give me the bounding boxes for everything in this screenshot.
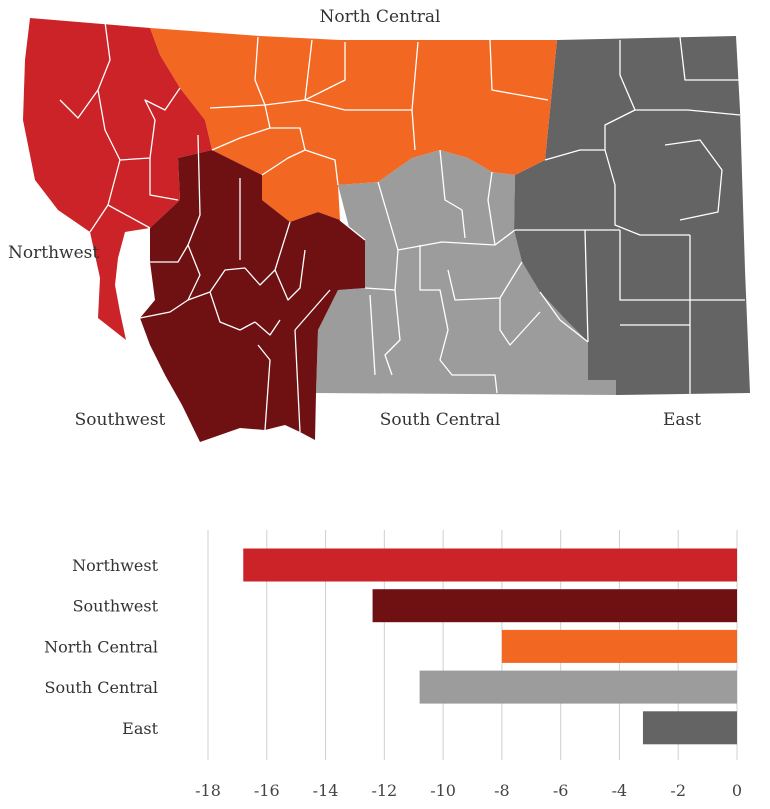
x-tick-label: -6 <box>553 781 569 800</box>
x-tick-label: 0 <box>732 781 742 800</box>
category-label: East <box>122 719 158 738</box>
x-tick-label: -10 <box>430 781 456 800</box>
region-south-central <box>316 150 616 395</box>
regional-bar-chart: Northwest Southwest North Central South Cen… <box>44 530 742 800</box>
x-tick-label: -4 <box>612 781 628 800</box>
x-tick-label: -14 <box>313 781 339 800</box>
bar-east <box>642 711 737 745</box>
bar-north-central <box>501 629 737 663</box>
county-boundaries <box>59 21 745 433</box>
category-label: Southwest <box>73 597 159 616</box>
x-tick-label: -16 <box>254 781 280 800</box>
montana-region-map: North Central Northwest Southwest South … <box>8 7 750 442</box>
chart-category-labels: Northwest Southwest North Central South Cen… <box>44 556 158 738</box>
bar-south-central <box>419 670 737 704</box>
map-label-southwest: Southwest <box>75 410 166 430</box>
region-northwest <box>23 18 212 340</box>
region-north-central <box>150 28 557 222</box>
bar-northwest <box>243 548 737 582</box>
map-label-east: East <box>663 410 701 430</box>
category-label: South Central <box>45 678 158 697</box>
category-label: North Central <box>44 637 158 656</box>
x-tick-label: -2 <box>670 781 686 800</box>
map-label-south-central: South Central <box>380 410 501 430</box>
category-label: Northwest <box>72 556 158 575</box>
chart-x-axis: -18 -16 -14 -12 -10 -8 -6 -4 -2 0 <box>195 781 742 800</box>
map-label-north-central: North Central <box>320 7 441 27</box>
map-label-northwest: Northwest <box>8 243 99 263</box>
x-tick-label: -18 <box>195 781 221 800</box>
x-tick-label: -12 <box>371 781 397 800</box>
bar-southwest <box>372 589 737 623</box>
x-tick-label: -8 <box>494 781 510 800</box>
region-east <box>514 36 750 395</box>
chart-bars <box>243 548 737 745</box>
